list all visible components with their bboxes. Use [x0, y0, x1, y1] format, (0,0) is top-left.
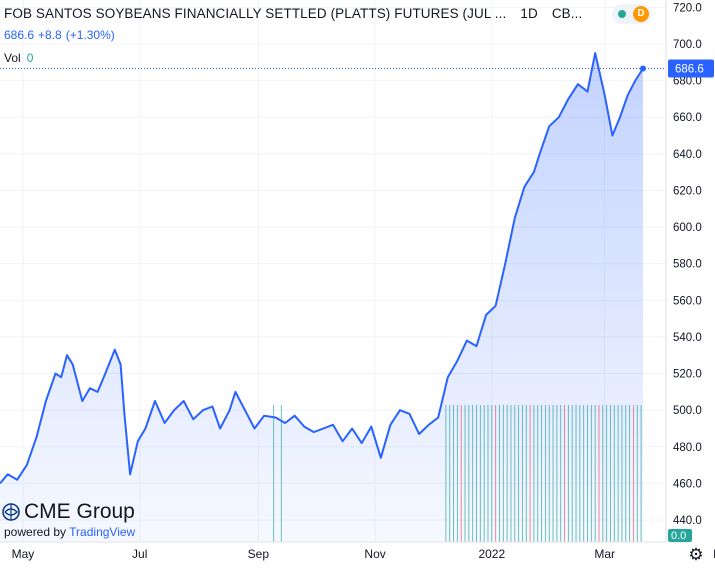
y-tick-label: 700.0	[673, 39, 702, 51]
x-tick-label: May	[12, 547, 35, 561]
y-tick-label: 640.0	[673, 149, 702, 161]
y-tick-label: 500.0	[673, 405, 702, 417]
y-tick-label: 680.0	[673, 76, 702, 88]
x-tick-label: Sep	[248, 547, 270, 561]
y-tick-label: 480.0	[673, 442, 702, 454]
volume-label: Vol	[4, 51, 21, 65]
x-tick-label: Jul	[132, 547, 147, 561]
y-tick-label: 620.0	[673, 185, 702, 197]
chart-header: FOB SANTOS SOYBEANS FINANCIALLY SETTLED …	[4, 6, 596, 21]
last-price-tag-label: 686.6	[675, 63, 704, 75]
y-tick-label: 600.0	[673, 222, 702, 234]
status-badges[interactable]: D	[612, 4, 652, 24]
y-tick-label: 520.0	[673, 369, 702, 381]
volume-legend[interactable]: Vol 0	[4, 51, 33, 65]
last-price-tag	[668, 59, 714, 78]
powered-by: powered by TradingView	[4, 525, 136, 539]
y-tick-label: 460.0	[673, 478, 702, 490]
x-tick-label: Mar	[594, 547, 615, 561]
price-line	[0, 52, 644, 485]
interval-label[interactable]: 1D	[520, 6, 538, 21]
x-tick-label: 2022	[478, 547, 505, 561]
volume-value: 0	[26, 51, 34, 65]
cme-globe-icon	[2, 503, 20, 521]
exchange-label[interactable]: CB...	[551, 6, 583, 21]
last-price: 686.6	[4, 28, 35, 42]
x-tick-label: Ma	[713, 547, 715, 561]
y-tick-label: 660.0	[673, 112, 702, 124]
price-area-fill	[0, 53, 643, 542]
volume-tag-label: 0.0	[671, 530, 686, 542]
y-tick-label: 580.0	[673, 259, 702, 271]
volume-tag	[668, 529, 692, 542]
brand-name: CME Group	[24, 500, 135, 523]
delayed-data-icon: D	[633, 6, 649, 22]
quote-line: 686.6 +8.8 (+1.30%)	[4, 28, 119, 42]
cme-logo[interactable]: CME Group powered by TradingView	[2, 500, 135, 539]
x-tick-label: Nov	[364, 547, 385, 561]
market-status-icon	[618, 10, 626, 18]
price-change-percent: (+1.30%)	[65, 28, 115, 42]
y-tick-label: 540.0	[673, 332, 702, 344]
symbol-title[interactable]: FOB SANTOS SOYBEANS FINANCIALLY SETTLED …	[4, 6, 507, 21]
last-price-dot	[640, 65, 646, 72]
price-change: +8.8	[38, 28, 62, 42]
y-tick-label: 560.0	[673, 295, 702, 307]
y-tick-label: 720.0	[673, 2, 702, 14]
settings-gear-icon[interactable]: ⚙	[688, 545, 704, 564]
tradingview-link[interactable]: TradingView	[69, 525, 136, 539]
y-tick-label: 440.0	[673, 515, 702, 527]
